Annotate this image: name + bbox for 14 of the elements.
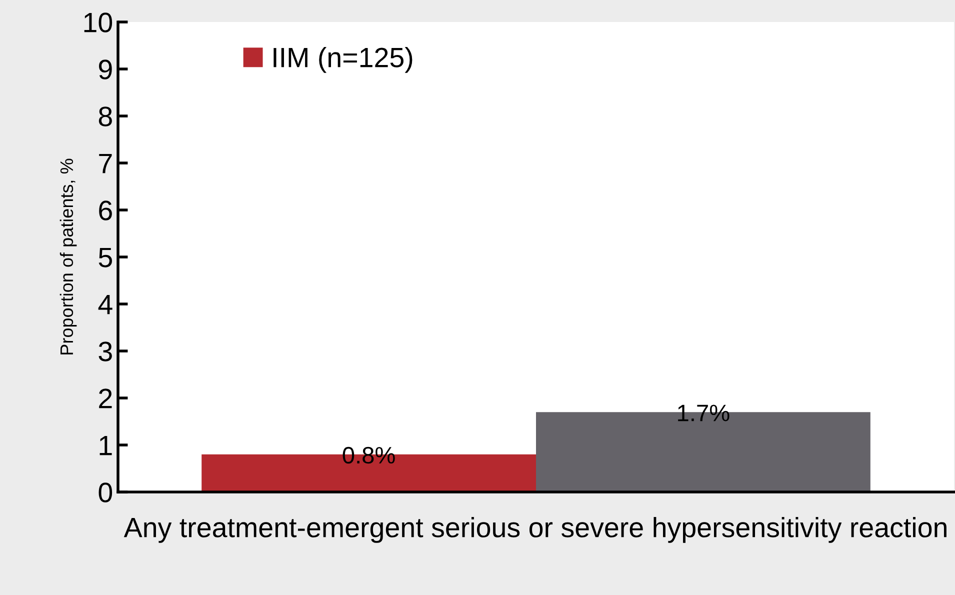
y-tick-label: 7 [99, 154, 112, 174]
legend-label: IIM (n=125) [274, 47, 412, 73]
x-tick-label: Any treatment-emergent serious or severe hypersensitivity reaction [124, 517, 946, 543]
y-tick-label: 2 [99, 388, 112, 408]
y-tick-label: 4 [98, 294, 112, 314]
y-tick-label: 6 [99, 200, 112, 220]
y-tick-label: 5 [98, 248, 112, 268]
y-axis-title: Proportion of patients, % [60, 158, 77, 354]
y-tick-label: 9 [98, 60, 112, 80]
y-tick-label: 10 [84, 12, 112, 32]
y-tick-label: 1 [100, 436, 112, 456]
y-tick-label: 0 [98, 482, 112, 502]
y-tick-label: 3 [98, 342, 112, 362]
y-tick-label: 8 [98, 106, 112, 126]
